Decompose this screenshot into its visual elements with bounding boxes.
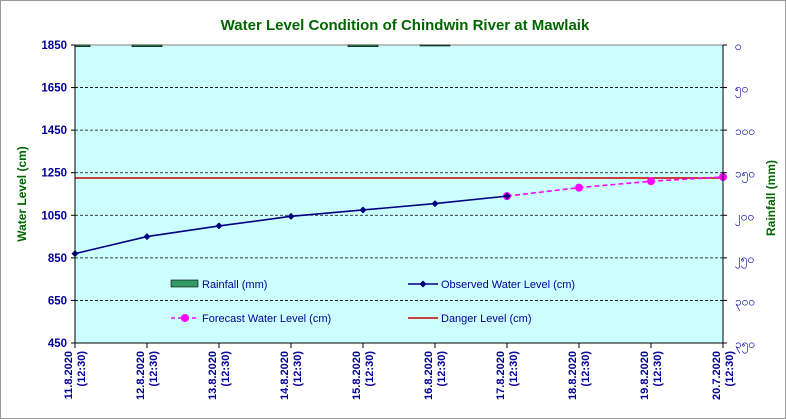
legend-label-observed: Observed Water Level (cm) bbox=[441, 279, 575, 291]
y-tick-label: 1050 bbox=[41, 210, 67, 222]
observed-point bbox=[359, 206, 367, 214]
y2-tick-label: ၃၅၀ bbox=[735, 337, 755, 354]
x-tick-label: 13.8.2020 (12:30) bbox=[207, 351, 232, 400]
x-tick-time: (12:30) bbox=[724, 351, 736, 387]
legend-marker-forecast bbox=[181, 314, 189, 322]
x-tick-date: 15.8.2020 bbox=[351, 351, 363, 400]
x-tick-label: 14.8.2020 (12:30) bbox=[279, 351, 304, 400]
observed-point bbox=[431, 200, 439, 208]
legend-swatch-rainfall bbox=[170, 279, 199, 288]
x-tick-date: 11.8.2020 bbox=[63, 351, 75, 399]
x-tick-time: (12:30) bbox=[292, 351, 304, 387]
gridlines bbox=[75, 87, 723, 301]
rainfall-bar bbox=[347, 44, 379, 48]
x-tick-time: (12:30) bbox=[364, 351, 376, 387]
y-tick-label: 1650 bbox=[41, 83, 67, 95]
observed-point bbox=[215, 222, 223, 230]
chart-title: Water Level Condition of Chindwin River … bbox=[221, 17, 590, 34]
observed-point bbox=[287, 212, 295, 220]
legend-marker-observed bbox=[419, 280, 427, 288]
forecast-point bbox=[575, 183, 583, 192]
x-tick-label: 17.8.2020 (12:30) bbox=[495, 351, 520, 400]
x-tick-time: (12:30) bbox=[436, 351, 448, 387]
y2-axis-label: Rainfall (mm) bbox=[764, 160, 778, 236]
legend: Rainfall (mm) Observed Water Level (cm) Fo… bbox=[170, 279, 575, 325]
x-tick-label: 18.8.2020 (12:30) bbox=[567, 351, 592, 400]
rainfall-bars bbox=[74, 44, 451, 48]
legend-label-rainfall: Rainfall (mm) bbox=[202, 279, 267, 291]
axes: 1850 1650 1450 1250 1050 850 650 450 ၀၅၀၁၀၀၁၅၀၂၀… bbox=[41, 39, 755, 400]
y-tick-label: 1850 bbox=[41, 40, 67, 52]
y2-tick-label: ၂၀၀ bbox=[735, 209, 754, 226]
forecast-line bbox=[506, 176, 724, 197]
rainfall-bar bbox=[131, 44, 163, 48]
legend-label-forecast: Forecast Water Level (cm) bbox=[202, 313, 331, 325]
water-level-lines bbox=[71, 172, 727, 258]
x-tick-label: 12.8.2020 (12:30) bbox=[135, 351, 160, 400]
x-tick-time: (12:30) bbox=[220, 351, 232, 387]
rainfall-bar bbox=[419, 44, 451, 47]
x-tick-date: 14.8.2020 bbox=[279, 351, 291, 400]
x-tick-date: 13.8.2020 bbox=[207, 351, 219, 400]
x-tick-label: 20.7.2020 (12:30) bbox=[711, 351, 736, 400]
legend-label-danger: Danger Level (cm) bbox=[441, 313, 531, 325]
x-tick-label: 19.8.2020 (12:30) bbox=[639, 351, 664, 400]
x-tick-date: 12.8.2020 bbox=[135, 351, 147, 400]
x-tick-time: (12:30) bbox=[580, 351, 592, 387]
x-tick-date: 16.8.2020 bbox=[423, 351, 435, 400]
y2-tick-label: ၁၅၀ bbox=[735, 167, 755, 184]
y2-tick-label: ၃၀၀ bbox=[735, 294, 755, 311]
x-tick-date: 19.8.2020 bbox=[639, 351, 651, 400]
observed-point bbox=[503, 192, 511, 200]
x-tick-date: 18.8.2020 bbox=[567, 351, 579, 400]
y-tick-label: 1250 bbox=[41, 168, 67, 180]
x-tick-date: 17.8.2020 bbox=[495, 351, 507, 400]
y2-tick-label: ၅၀ bbox=[735, 82, 749, 99]
x-tick-label: 16.8.2020 (12:30) bbox=[423, 351, 448, 400]
forecast-point bbox=[647, 177, 655, 186]
y-tick-label: 1450 bbox=[41, 125, 67, 137]
x-tick-time: (12:30) bbox=[508, 351, 520, 387]
x-tick-time: (12:30) bbox=[148, 351, 160, 387]
y-tick-label: 850 bbox=[48, 253, 67, 265]
y2-tick-label: ၀ bbox=[735, 39, 742, 53]
plot-area bbox=[74, 44, 724, 344]
y-tick-label: 650 bbox=[48, 295, 67, 307]
y-axis-label: Water Level (cm) bbox=[15, 146, 29, 242]
y2-tick-label: ၂၅၀ bbox=[735, 252, 754, 269]
x-tick-label: 11.8.2020 (12:30) bbox=[63, 351, 88, 400]
y-tick-label: 450 bbox=[48, 338, 67, 350]
x-tick-time: (12:30) bbox=[652, 351, 664, 387]
rainfall-bar bbox=[74, 44, 91, 48]
x-tick-label: 15.8.2020 (12:30) bbox=[351, 351, 376, 400]
x-tick-time: (12:30) bbox=[76, 351, 88, 387]
observed-point bbox=[143, 233, 151, 241]
x-tick-date: 20.7.2020 bbox=[711, 351, 723, 400]
y2-tick-label: ၁၀၀ bbox=[735, 124, 755, 138]
